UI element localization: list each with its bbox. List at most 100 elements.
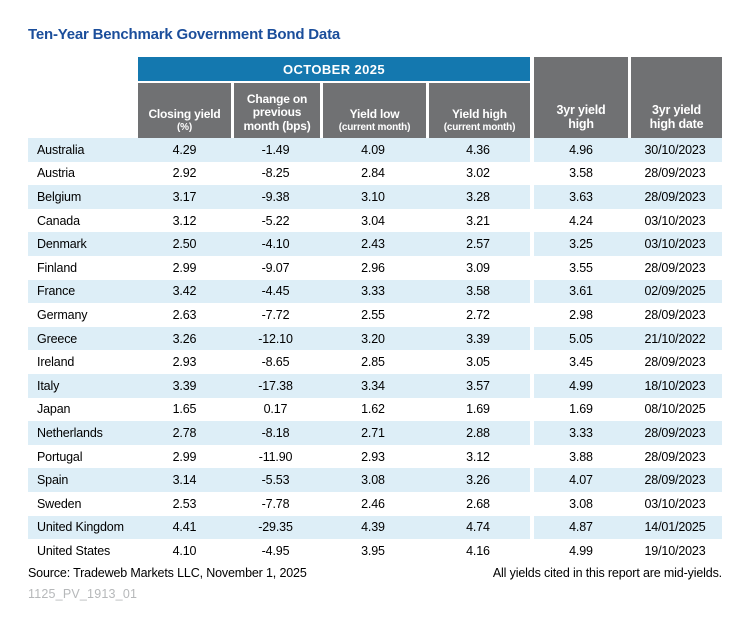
country-cell: Austria bbox=[28, 161, 138, 186]
yield-low-cell: 3.20 bbox=[320, 326, 426, 351]
3yr-high-date-cell: 30/10/2023 bbox=[628, 138, 722, 162]
yield-high-cell: 3.21 bbox=[426, 208, 530, 233]
table-row: Netherlands 2.78 -8.18 2.71 2.88 3.33 28/09/20… bbox=[28, 421, 722, 445]
3yr-high-date-cell: 21/10/2022 bbox=[628, 326, 722, 351]
closing-yield-cell: 2.99 bbox=[138, 255, 231, 280]
yield-high-cell: 3.39 bbox=[426, 326, 530, 351]
3yr-high-date-cell: 19/10/2023 bbox=[628, 539, 722, 563]
3yr-high-date-cell: 28/09/2023 bbox=[628, 161, 722, 186]
yield-low-cell: 2.43 bbox=[320, 232, 426, 256]
col-header-label: Closing yield bbox=[148, 107, 221, 122]
3yr-high-cell: 3.55 bbox=[534, 255, 628, 280]
table-row: Belgium 3.17 -9.38 3.10 3.28 3.63 28/09/2023 bbox=[28, 185, 722, 209]
closing-yield-cell: 4.10 bbox=[138, 539, 231, 563]
closing-yield-cell: 2.53 bbox=[138, 491, 231, 516]
table-row: Denmark 2.50 -4.10 2.43 2.57 3.25 03/10/2023 bbox=[28, 232, 722, 256]
closing-yield-cell: 2.92 bbox=[138, 161, 231, 186]
yield-low-cell: 3.10 bbox=[320, 185, 426, 209]
country-cell: Finland bbox=[28, 255, 138, 280]
yield-low-cell: 2.84 bbox=[320, 161, 426, 186]
3yr-high-cell: 4.99 bbox=[534, 373, 628, 398]
yield-high-cell: 3.02 bbox=[426, 161, 530, 186]
country-cell: Belgium bbox=[28, 185, 138, 209]
table-row: Australia 4.29 -1.49 4.09 4.36 4.96 30/10/2023 bbox=[28, 138, 722, 162]
3yr-high-cell: 3.88 bbox=[534, 444, 628, 469]
change-bps-cell: -29.35 bbox=[231, 515, 320, 540]
yield-high-cell: 4.16 bbox=[426, 539, 530, 563]
country-cell: Portugal bbox=[28, 444, 138, 469]
yield-low-cell: 2.71 bbox=[320, 421, 426, 445]
country-cell: United States bbox=[28, 539, 138, 563]
table-row: Greece 3.26 -12.10 3.20 3.39 5.05 21/10/2022 bbox=[28, 326, 722, 351]
country-cell: Spain bbox=[28, 468, 138, 492]
change-bps-cell: -11.90 bbox=[231, 444, 320, 469]
change-bps-cell: -4.10 bbox=[231, 232, 320, 256]
table-row: Italy 3.39 -17.38 3.34 3.57 4.99 18/10/2023 bbox=[28, 373, 722, 398]
closing-yield-cell: 3.12 bbox=[138, 208, 231, 233]
3yr-high-cell: 1.69 bbox=[534, 397, 628, 422]
3yr-high-cell: 3.25 bbox=[534, 232, 628, 256]
3yr-high-cell: 4.99 bbox=[534, 539, 628, 563]
change-bps-cell: 0.17 bbox=[231, 397, 320, 422]
column-gap bbox=[530, 539, 534, 563]
3yr-high-date-cell: 03/10/2023 bbox=[628, 208, 722, 233]
yield-low-cell: 4.09 bbox=[320, 138, 426, 162]
change-bps-cell: -8.65 bbox=[231, 350, 320, 374]
yield-high-cell: 2.88 bbox=[426, 421, 530, 445]
table-row: Austria 2.92 -8.25 2.84 3.02 3.58 28/09/2023 bbox=[28, 161, 722, 186]
column-gap bbox=[530, 232, 534, 256]
col-header-label: 3yr yield high date bbox=[649, 103, 704, 131]
yield-low-cell: 3.08 bbox=[320, 468, 426, 492]
country-cell: Australia bbox=[28, 138, 138, 162]
yield-high-cell: 3.57 bbox=[426, 373, 530, 398]
3yr-high-cell: 5.05 bbox=[534, 326, 628, 351]
column-gap bbox=[530, 138, 534, 162]
closing-yield-cell: 4.41 bbox=[138, 515, 231, 540]
col-header-change-bps: Change on previous month (bps) bbox=[231, 83, 320, 138]
month-banner: OCTOBER 2025 bbox=[138, 57, 530, 81]
closing-yield-cell: 2.78 bbox=[138, 421, 231, 445]
closing-yield-cell: 2.93 bbox=[138, 350, 231, 374]
3yr-high-date-cell: 28/09/2023 bbox=[628, 185, 722, 209]
3yr-high-date-cell: 28/09/2023 bbox=[628, 255, 722, 280]
table-body: Australia 4.29 -1.49 4.09 4.36 4.96 30/10/2023… bbox=[28, 138, 722, 563]
3yr-high-cell: 3.58 bbox=[534, 161, 628, 186]
3yr-high-cell: 3.08 bbox=[534, 491, 628, 516]
column-gap bbox=[530, 185, 534, 209]
3yr-high-date-cell: 02/09/2025 bbox=[628, 279, 722, 304]
country-cell: Sweden bbox=[28, 491, 138, 516]
table-row: United States 4.10 -4.95 3.95 4.16 4.99 19/10/… bbox=[28, 539, 722, 563]
closing-yield-cell: 3.42 bbox=[138, 279, 231, 304]
change-bps-cell: -7.78 bbox=[231, 491, 320, 516]
table-row: Portugal 2.99 -11.90 2.93 3.12 3.88 28/09/2023 bbox=[28, 444, 722, 469]
country-cell: Denmark bbox=[28, 232, 138, 256]
midyields-note: All yields cited in this report are mid-… bbox=[492, 566, 722, 580]
change-bps-cell: -1.49 bbox=[231, 138, 320, 162]
yield-low-cell: 2.93 bbox=[320, 444, 426, 469]
col-header-label: Change on previous month (bps) bbox=[243, 91, 311, 133]
country-cell: United Kingdom bbox=[28, 515, 138, 540]
3yr-high-cell: 2.98 bbox=[534, 303, 628, 327]
3yr-high-date-cell: 28/09/2023 bbox=[628, 444, 722, 469]
change-bps-cell: -9.38 bbox=[231, 185, 320, 209]
3yr-high-cell: 3.61 bbox=[534, 279, 628, 304]
yield-low-cell: 2.96 bbox=[320, 255, 426, 280]
yield-low-cell: 3.95 bbox=[320, 539, 426, 563]
column-gap bbox=[530, 161, 534, 186]
table-row: Spain 3.14 -5.53 3.08 3.26 4.07 28/09/2023 bbox=[28, 468, 722, 492]
change-bps-cell: -4.45 bbox=[231, 279, 320, 304]
3yr-high-cell: 4.07 bbox=[534, 468, 628, 492]
column-gap bbox=[530, 350, 534, 374]
closing-yield-cell: 3.14 bbox=[138, 468, 231, 492]
closing-yield-cell: 3.39 bbox=[138, 373, 231, 398]
country-cell: Japan bbox=[28, 397, 138, 422]
table-row: Japan 1.65 0.17 1.62 1.69 1.69 08/10/2025 bbox=[28, 397, 722, 422]
col-header-3yr-high-date: 3yr yield high date bbox=[628, 57, 722, 138]
column-gap bbox=[530, 421, 534, 445]
3yr-high-date-cell: 28/09/2023 bbox=[628, 350, 722, 374]
yield-low-cell: 2.55 bbox=[320, 303, 426, 327]
yield-low-cell: 3.04 bbox=[320, 208, 426, 233]
column-gap bbox=[530, 373, 534, 398]
column-gap bbox=[530, 326, 534, 351]
